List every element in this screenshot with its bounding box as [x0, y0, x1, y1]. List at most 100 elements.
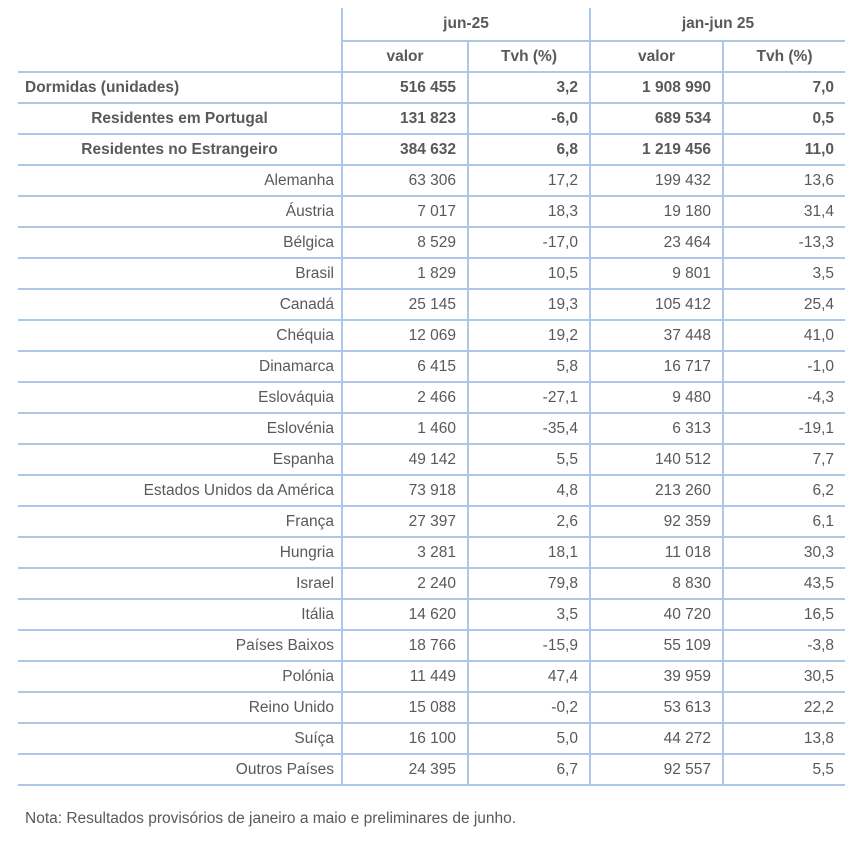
valor-jun-cell: 516 455 [341, 72, 468, 104]
row-label: Suíça [18, 723, 342, 755]
table-row: Suíça 16 100 5,0 44 272 13,8 [18, 723, 846, 755]
row-label: Áustria [18, 196, 342, 228]
table-row: Países Baixos 18 766 -15,9 55 109 -3,8 [18, 630, 846, 662]
table-row: Eslováquia 2 466 -27,1 9 480 -4,3 [18, 382, 846, 414]
valor-jun-cell: 6 415 [341, 351, 468, 383]
tvh-janjun-cell: 11,0 [721, 134, 846, 166]
tvh-jun-cell: 79,8 [467, 568, 590, 600]
tvh-janjun-cell: 13,6 [721, 165, 846, 197]
tvh-janjun-cell: -1,0 [721, 351, 846, 383]
valor-janjun-cell: 16 717 [589, 351, 723, 383]
valor-jun-cell: 384 632 [341, 134, 468, 166]
tvh-jun-cell: 5,5 [467, 444, 590, 476]
row-label: Reino Unido [18, 692, 342, 724]
table-row: Canadá 25 145 19,3 105 412 25,4 [18, 289, 846, 321]
valor-jun-cell: 131 823 [341, 103, 468, 135]
table-row: Itália 14 620 3,5 40 720 16,5 [18, 599, 846, 631]
note-text: Nota: Resultados provisórios de janeiro … [25, 810, 517, 827]
row-label: Alemanha [18, 165, 342, 197]
valor-janjun-cell: 689 534 [589, 103, 723, 135]
table-row: Eslovénia 1 460 -35,4 6 313 -19,1 [18, 413, 846, 445]
tvh-jun-cell: 3,2 [467, 72, 590, 104]
table-row: Outros Países 24 395 6,7 92 557 5,5 [18, 754, 846, 786]
tvh-janjun-cell: 25,4 [721, 289, 846, 321]
row-label: Espanha [18, 444, 342, 476]
corner-cell [18, 8, 342, 41]
tvh-jun-cell: 47,4 [467, 661, 590, 693]
valor-janjun-cell: 1 219 456 [589, 134, 723, 166]
table-row: Dormidas (unidades) 516 455 3,2 1 908 99… [18, 72, 846, 104]
tvh-jun-cell: 18,3 [467, 196, 590, 228]
table-row: Espanha 49 142 5,5 140 512 7,7 [18, 444, 846, 476]
valor-janjun-cell: 92 359 [589, 506, 723, 538]
valor-janjun-cell: 140 512 [589, 444, 723, 476]
table-row: Áustria 7 017 18,3 19 180 31,4 [18, 196, 846, 228]
tvh-janjun-cell: 3,5 [721, 258, 846, 290]
valor-jun-cell: 73 918 [341, 475, 468, 507]
valor-jun-cell: 27 397 [341, 506, 468, 538]
valor-jun-cell: 3 281 [341, 537, 468, 569]
valor-janjun-cell: 105 412 [589, 289, 723, 321]
valor-jun-cell: 2 240 [341, 568, 468, 600]
tvh-jun-cell: 5,0 [467, 723, 590, 755]
tvh-jun-cell: 19,2 [467, 320, 590, 352]
tvh-jun-cell: 6,8 [467, 134, 590, 166]
row-label: Residentes no Estrangeiro [18, 134, 342, 166]
row-label: Bélgica [18, 227, 342, 259]
table-row: França 27 397 2,6 92 359 6,1 [18, 506, 846, 538]
dormidas-table: jun-25 jan-jun 25 valor Tvh (%) valor Tv… [18, 8, 846, 786]
group-header-row: jun-25 jan-jun 25 [18, 8, 846, 42]
table-row: Polónia 11 449 47,4 39 959 30,5 [18, 661, 846, 693]
tvh-jun-cell: -6,0 [467, 103, 590, 135]
tvh-janjun-cell: 31,4 [721, 196, 846, 228]
tvh-janjun-cell: 7,7 [721, 444, 846, 476]
tvh-jun-cell: 17,2 [467, 165, 590, 197]
table-row: Estados Unidos da América 73 918 4,8 213… [18, 475, 846, 507]
table-row: Brasil 1 829 10,5 9 801 3,5 [18, 258, 846, 290]
tvh-janjun-cell: 7,0 [721, 72, 846, 104]
tvh-jun-cell: 2,6 [467, 506, 590, 538]
valor-jun-cell: 14 620 [341, 599, 468, 631]
tvh-jun-cell: 19,3 [467, 289, 590, 321]
valor-jun-cell: 8 529 [341, 227, 468, 259]
row-label: Brasil [18, 258, 342, 290]
table-row: Residentes em Portugal 131 823 -6,0 689 … [18, 103, 846, 135]
tvh-janjun-cell: -3,8 [721, 630, 846, 662]
valor-janjun-cell: 1 908 990 [589, 72, 723, 104]
tvh-janjun-cell: 30,5 [721, 661, 846, 693]
row-label: Itália [18, 599, 342, 631]
valor-janjun-cell: 9 480 [589, 382, 723, 414]
sub-header-row: valor Tvh (%) valor Tvh (%) [18, 41, 846, 73]
tvh-janjun-cell: 6,1 [721, 506, 846, 538]
tvh-janjun-cell: 5,5 [721, 754, 846, 786]
valor-janjun-cell: 23 464 [589, 227, 723, 259]
row-label: França [18, 506, 342, 538]
tvh-janjun-cell: 13,8 [721, 723, 846, 755]
row-label: Estados Unidos da América [18, 475, 342, 507]
row-label: Residentes em Portugal [18, 103, 342, 135]
row-label: Países Baixos [18, 630, 342, 662]
tvh-janjun-cell: 41,0 [721, 320, 846, 352]
tvh-jun-cell: -15,9 [467, 630, 590, 662]
header-tvh-jun: Tvh (%) [467, 41, 590, 73]
row-label: Eslováquia [18, 382, 342, 414]
row-label: Canadá [18, 289, 342, 321]
valor-jun-cell: 12 069 [341, 320, 468, 352]
tvh-jun-cell: 18,1 [467, 537, 590, 569]
tvh-jun-cell: 3,5 [467, 599, 590, 631]
table-header: jun-25 jan-jun 25 valor Tvh (%) valor Tv… [18, 8, 846, 73]
tvh-janjun-cell: 22,2 [721, 692, 846, 724]
valor-janjun-cell: 44 272 [589, 723, 723, 755]
valor-janjun-cell: 6 313 [589, 413, 723, 445]
tvh-jun-cell: -35,4 [467, 413, 590, 445]
tvh-janjun-cell: 16,5 [721, 599, 846, 631]
table-row: Residentes no Estrangeiro 384 632 6,8 1 … [18, 134, 846, 166]
valor-jun-cell: 49 142 [341, 444, 468, 476]
table-row: Dinamarca 6 415 5,8 16 717 -1,0 [18, 351, 846, 383]
header-valor-jun: valor [341, 41, 468, 73]
valor-janjun-cell: 55 109 [589, 630, 723, 662]
valor-jun-cell: 2 466 [341, 382, 468, 414]
table-row: Alemanha 63 306 17,2 199 432 13,6 [18, 165, 846, 197]
tvh-jun-cell: -17,0 [467, 227, 590, 259]
valor-janjun-cell: 19 180 [589, 196, 723, 228]
